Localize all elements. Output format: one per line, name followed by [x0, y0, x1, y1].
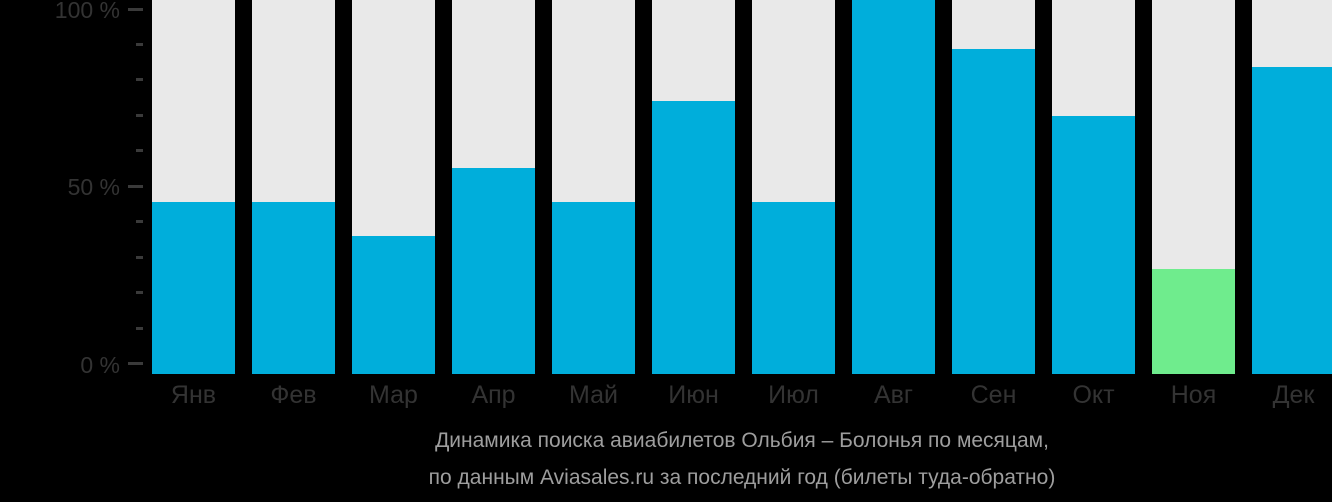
bar-track-Фев	[252, 0, 335, 374]
x-label-Июн: Июн	[668, 381, 719, 409]
y-major-tick-0	[128, 362, 143, 365]
x-label-Дек: Дек	[1272, 381, 1315, 409]
bar-track-Июл	[752, 0, 835, 374]
x-label-Мар: Мар	[369, 381, 418, 409]
x-label-Апр: Апр	[471, 381, 516, 409]
bar-track-Май	[552, 0, 635, 374]
bar-Апр	[452, 168, 535, 374]
bar-Мар	[352, 235, 435, 374]
x-label-Июл: Июл	[768, 381, 819, 409]
chart-title-line2: по данным Aviasales.ru за последний год …	[428, 466, 1056, 489]
x-label-Авг: Авг	[873, 381, 914, 409]
y-minor-tick-90	[136, 42, 143, 46]
x-label-Сен: Сен	[970, 381, 1017, 409]
bar-track-Авг	[852, 0, 935, 374]
y-major-tick-100	[128, 7, 143, 11]
x-label-Фев: Фев	[270, 381, 317, 409]
y-label-50: 50 %	[67, 174, 120, 201]
bar-Окт	[1052, 115, 1135, 374]
bar-Июл	[752, 202, 835, 374]
bar-Дек	[1252, 67, 1332, 374]
x-label-Янв: Янв	[170, 381, 217, 409]
bar-track-Июн	[652, 0, 735, 374]
bar-Май	[552, 202, 635, 374]
bar-track-Апр	[452, 0, 535, 374]
bar-track-Дек	[1252, 0, 1332, 374]
y-minor-tick-20	[136, 291, 143, 295]
y-major-tick-50	[128, 184, 143, 188]
bar-Июн	[652, 101, 735, 374]
y-minor-tick-10	[136, 326, 143, 330]
bar-Фев	[252, 202, 335, 374]
x-label-Май: Май	[569, 381, 618, 409]
chart-title-line1: Динамика поиска авиабилетов Ольбия – Бол…	[435, 429, 1049, 452]
bar-track-Мар	[352, 0, 435, 374]
x-label-Окт: Окт	[1072, 381, 1115, 409]
bar-Авг	[852, 0, 935, 374]
y-minor-tick-80	[136, 78, 143, 82]
y-minor-tick-30	[136, 255, 143, 259]
bar-Янв	[152, 202, 235, 374]
y-minor-tick-70	[136, 113, 143, 117]
y-minor-tick-40	[136, 220, 143, 224]
bar-track-Ноя	[1152, 0, 1235, 374]
x-label-Ноя: Ноя	[1170, 381, 1217, 409]
bar-Сен	[952, 48, 1035, 374]
plot-area	[152, 0, 1332, 374]
y-label-0: 0 %	[80, 351, 120, 378]
bar-track-Янв	[152, 0, 235, 374]
y-minor-tick-60	[136, 149, 143, 153]
y-label-100: 100 %	[54, 0, 120, 23]
bar-Ноя	[1152, 269, 1235, 374]
bar-track-Сен	[952, 0, 1035, 374]
bar-track-Окт	[1052, 0, 1135, 374]
